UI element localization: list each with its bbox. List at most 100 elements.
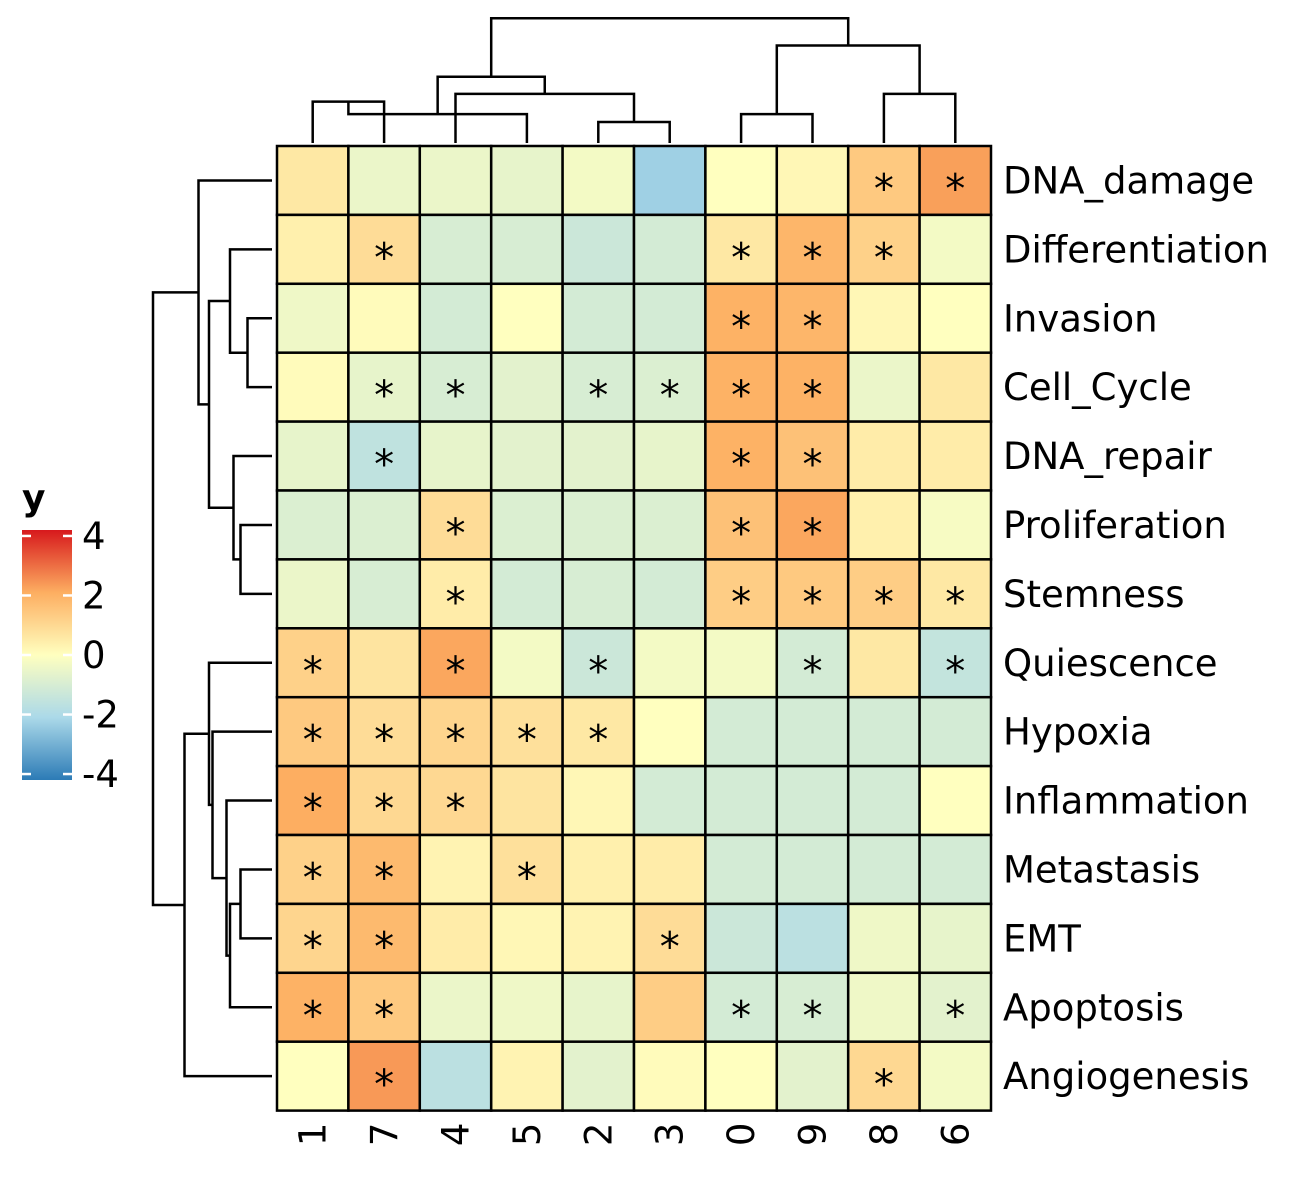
significance-star: * bbox=[374, 993, 394, 1039]
significance-star: * bbox=[803, 235, 823, 281]
heatmap-cell bbox=[918, 489, 993, 561]
heatmap-cell bbox=[632, 489, 707, 561]
row-labels: DNA_damage Differentiation Invasion Cell_Cy… bbox=[1003, 159, 1269, 1098]
heatmap-cell bbox=[347, 902, 422, 975]
heatmap-cell bbox=[418, 833, 493, 906]
legend-title: y bbox=[22, 478, 45, 519]
heatmap-cell bbox=[918, 833, 993, 906]
significance-star: * bbox=[660, 924, 680, 970]
row-label: Proliferation bbox=[1003, 504, 1227, 547]
heatmap-cell bbox=[275, 627, 350, 699]
heatmap-cell bbox=[632, 764, 707, 837]
heatmap-cell bbox=[418, 971, 493, 1043]
column-label: 3 bbox=[649, 1123, 692, 1147]
significance-star: * bbox=[303, 855, 323, 901]
heatmap-cell bbox=[918, 420, 993, 492]
row-label: Hypoxia bbox=[1003, 711, 1153, 754]
heatmap-cell bbox=[418, 282, 493, 354]
heatmap-cell bbox=[561, 971, 636, 1043]
heatmap-cell bbox=[489, 420, 564, 492]
heatmap-cells bbox=[275, 144, 993, 1112]
dendrogram-branch bbox=[775, 44, 921, 115]
heatmap-cell bbox=[846, 833, 921, 906]
dendrogram-branch bbox=[211, 730, 272, 880]
column-label: 8 bbox=[863, 1123, 906, 1147]
heatmap-cell bbox=[632, 1040, 707, 1112]
heatmap-cell bbox=[275, 558, 350, 630]
heatmap-cell bbox=[632, 144, 707, 217]
column-label: 4 bbox=[435, 1123, 478, 1147]
significance-star: * bbox=[446, 718, 466, 764]
dendrogram-branch bbox=[489, 16, 850, 77]
row-dendrogram bbox=[151, 179, 272, 1078]
heatmap-cell bbox=[632, 695, 707, 768]
heatmap-cell bbox=[775, 351, 850, 423]
heatmap-cell bbox=[347, 420, 422, 492]
heatmap-cell bbox=[418, 144, 493, 217]
significance-star: * bbox=[874, 1062, 894, 1108]
significance-star: * bbox=[945, 166, 965, 212]
dendrogram-branch bbox=[207, 661, 272, 807]
heatmap-cell bbox=[846, 144, 921, 217]
color-legend: y 4 2 0 -2 -4 bbox=[22, 478, 119, 796]
dendrogram-branch bbox=[246, 317, 272, 389]
heatmap-cell bbox=[275, 489, 350, 561]
significance-star: * bbox=[517, 718, 537, 764]
significance-star: * bbox=[731, 304, 751, 350]
significance-star: * bbox=[446, 511, 466, 557]
heatmap-cell bbox=[347, 1040, 422, 1112]
significance-markers: * * * * * * * * * * * * * * * * * * * * * * * * * * * * * * * * * * * * * * * *… bbox=[303, 166, 966, 1108]
heatmap-cell bbox=[775, 695, 850, 768]
heatmap-cell bbox=[561, 764, 636, 837]
legend-ticks: 4 2 0 -2 -4 bbox=[22, 515, 119, 796]
significance-star: * bbox=[874, 235, 894, 281]
heatmap-cell bbox=[347, 833, 422, 906]
heatmap-cell bbox=[347, 144, 422, 217]
heatmap-cell bbox=[561, 420, 636, 492]
heatmap-cell bbox=[775, 282, 850, 354]
heatmap-cell bbox=[561, 558, 636, 630]
column-label: 6 bbox=[934, 1123, 977, 1147]
legend-label: 2 bbox=[82, 574, 106, 617]
significance-star: * bbox=[803, 580, 823, 626]
heatmap-cell bbox=[632, 971, 707, 1043]
significance-star: * bbox=[803, 304, 823, 350]
significance-star: * bbox=[945, 649, 965, 695]
column-label: 2 bbox=[577, 1123, 620, 1147]
column-label: 9 bbox=[792, 1123, 835, 1147]
heatmap-cell bbox=[918, 764, 993, 837]
heatmap-cell bbox=[846, 971, 921, 1043]
significance-star: * bbox=[374, 924, 394, 970]
heatmap-cell bbox=[918, 351, 993, 423]
significance-star: * bbox=[446, 787, 466, 833]
significance-star: * bbox=[731, 442, 751, 488]
significance-star: * bbox=[731, 235, 751, 281]
heatmap-cell bbox=[632, 282, 707, 354]
significance-star: * bbox=[303, 649, 323, 695]
heatmap-cell bbox=[489, 971, 564, 1043]
heatmap-cell bbox=[275, 351, 350, 423]
legend-label: 0 bbox=[82, 634, 106, 677]
dendrogram-branch bbox=[225, 799, 272, 957]
heatmap-cell bbox=[489, 144, 564, 217]
heatmap-cell bbox=[632, 420, 707, 492]
heatmap-cell bbox=[275, 144, 350, 217]
row-label: DNA_repair bbox=[1003, 435, 1213, 478]
heatmap-cell bbox=[846, 213, 921, 286]
dendrogram-branch bbox=[239, 523, 272, 596]
row-label: Invasion bbox=[1003, 297, 1158, 340]
significance-star: * bbox=[374, 718, 394, 764]
heatmap-cell bbox=[561, 213, 636, 286]
row-label: Metastasis bbox=[1003, 848, 1200, 891]
significance-star: * bbox=[374, 235, 394, 281]
row-label: Apoptosis bbox=[1003, 986, 1184, 1029]
significance-star: * bbox=[374, 442, 394, 488]
heatmap-cell bbox=[347, 558, 422, 630]
heatmap-cell bbox=[846, 420, 921, 492]
heatmap-cell bbox=[489, 627, 564, 699]
heatmap-cell bbox=[489, 282, 564, 354]
heatmap-cell bbox=[418, 489, 493, 561]
heatmap-cell bbox=[418, 695, 493, 768]
row-label: Quiescence bbox=[1003, 642, 1218, 685]
